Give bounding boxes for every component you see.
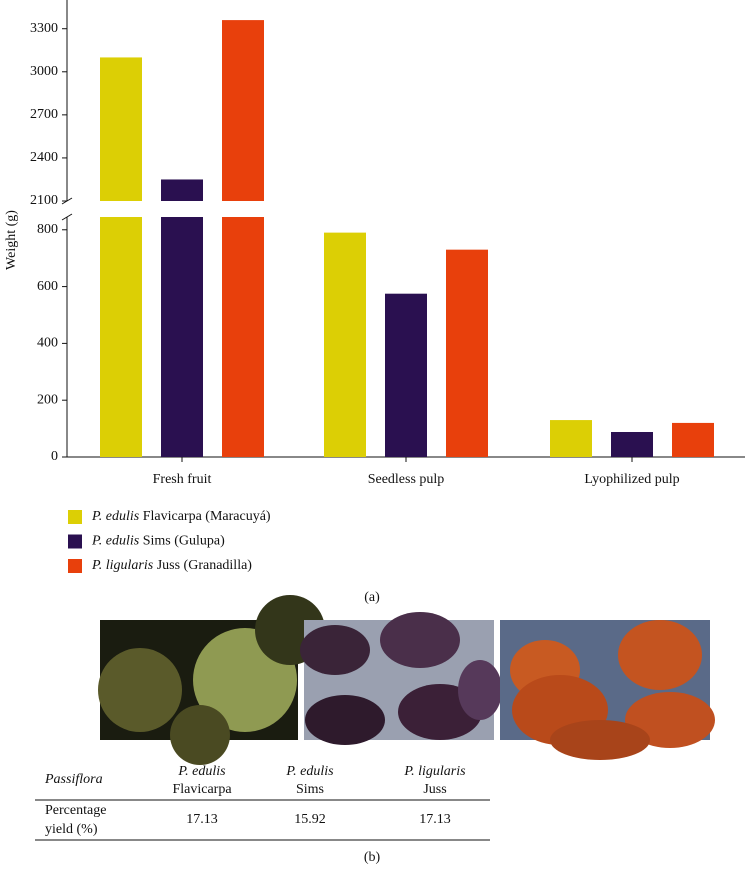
- table-cell: 15.92: [294, 812, 326, 827]
- y-tick-label: 3300: [30, 21, 58, 36]
- y-tick-label: 2700: [30, 107, 58, 122]
- photos: [98, 595, 715, 765]
- x-tick-label: Fresh fruit: [153, 472, 212, 487]
- bar: [161, 217, 203, 457]
- column-species: P. ligularis: [403, 764, 466, 779]
- bar: [550, 420, 592, 457]
- column-variety: Sims: [296, 782, 324, 797]
- table-cell: 17.13: [186, 812, 218, 827]
- legend-label: P. ligularis Juss (Granadilla): [91, 558, 252, 573]
- bar: [324, 232, 366, 457]
- legend-swatch: [68, 510, 82, 524]
- y-tick-label: 2100: [30, 193, 58, 208]
- y-tick-label: 400: [37, 336, 58, 351]
- column-species: P. edulis: [177, 764, 226, 779]
- bar: [611, 432, 653, 457]
- legend-label: P. edulis Flavicarpa (Maracuyá): [91, 509, 271, 524]
- bar: [222, 217, 264, 457]
- bar: [222, 20, 264, 201]
- caption: (b): [364, 850, 381, 865]
- x-tick-label: Lyophilized pulp: [584, 472, 679, 487]
- bar: [161, 179, 203, 201]
- y-tick-label: 3000: [30, 64, 58, 79]
- axis-break: [61, 213, 73, 221]
- y-tick-label: 600: [37, 279, 58, 294]
- y-tick-label: 2400: [30, 150, 58, 165]
- table-header: Passiflora: [44, 772, 103, 787]
- bar: [385, 293, 427, 457]
- column-species: P. edulis: [285, 764, 334, 779]
- legend-swatch: [68, 559, 82, 573]
- column-variety: Flavicarpa: [172, 782, 232, 797]
- bar: [100, 217, 142, 457]
- y-tick-label: 0: [51, 449, 58, 464]
- column-variety: Juss: [423, 782, 446, 797]
- y-tick-label: 800: [37, 222, 58, 237]
- table-cell: 17.13: [419, 812, 451, 827]
- caption: (a): [364, 590, 380, 605]
- legend-swatch: [68, 534, 82, 549]
- row-label: Percentage yield (%): [45, 803, 110, 837]
- y-tick-label: 200: [37, 392, 58, 407]
- y-axis-label: Weight (g): [4, 210, 19, 270]
- legend-label: P. edulis Sims (Gulupa): [91, 534, 225, 549]
- bar: [672, 422, 714, 457]
- bar: [100, 57, 142, 201]
- x-tick-label: Seedless pulp: [368, 472, 445, 487]
- bar: [446, 249, 488, 457]
